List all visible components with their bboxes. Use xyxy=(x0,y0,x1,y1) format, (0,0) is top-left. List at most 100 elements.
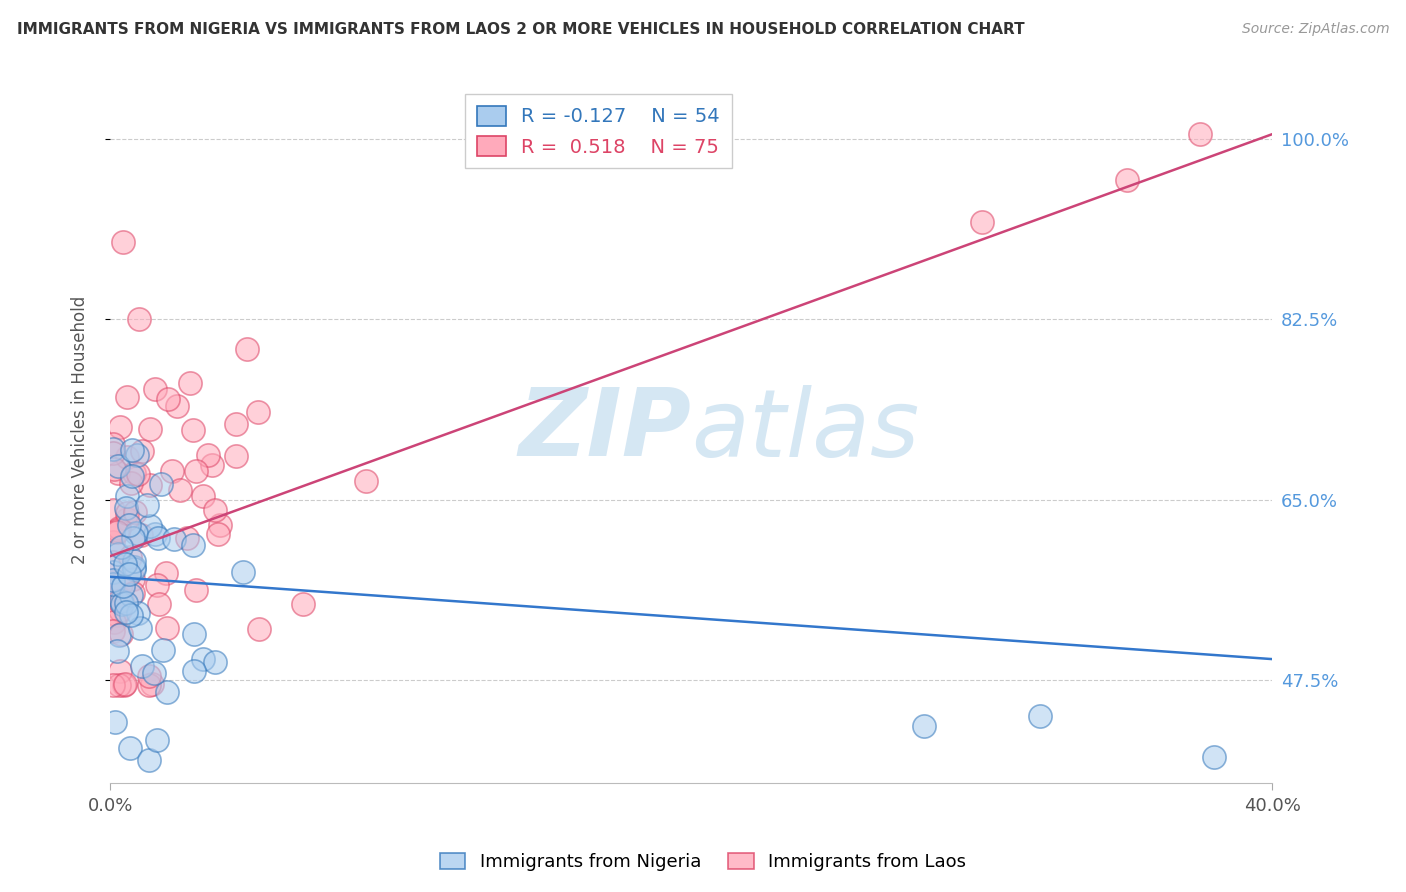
Point xyxy=(101,576,124,591)
Point xyxy=(101,575,124,590)
Point xyxy=(112,578,135,592)
Point xyxy=(292,597,315,611)
Point xyxy=(105,608,128,623)
Point xyxy=(1116,173,1139,187)
Point xyxy=(117,512,139,526)
Point xyxy=(225,417,247,431)
Text: atlas: atlas xyxy=(692,384,920,475)
Point xyxy=(1029,708,1052,723)
Point xyxy=(128,312,150,326)
Point xyxy=(118,550,141,565)
Point xyxy=(146,733,169,747)
Point xyxy=(122,586,145,600)
Point xyxy=(191,489,214,503)
Point xyxy=(110,577,132,591)
Point xyxy=(157,392,180,406)
Point xyxy=(111,597,134,611)
Point xyxy=(156,621,179,635)
Point xyxy=(208,518,231,533)
Point xyxy=(125,448,148,462)
Point xyxy=(162,532,184,546)
Point xyxy=(125,526,148,541)
Point xyxy=(108,664,131,678)
Point xyxy=(246,405,269,419)
Point xyxy=(101,555,124,569)
Point xyxy=(204,502,226,516)
Point xyxy=(105,644,128,658)
Point xyxy=(139,421,162,435)
Point xyxy=(115,605,138,619)
Point xyxy=(107,547,129,561)
Point xyxy=(115,506,138,520)
Point xyxy=(101,442,124,457)
Point xyxy=(183,664,205,678)
Legend: Immigrants from Nigeria, Immigrants from Laos: Immigrants from Nigeria, Immigrants from… xyxy=(433,846,973,879)
Point xyxy=(183,627,205,641)
Point xyxy=(152,643,174,657)
Point xyxy=(101,573,124,587)
Point xyxy=(115,390,138,404)
Point xyxy=(138,669,160,683)
Point xyxy=(118,566,141,581)
Point xyxy=(186,464,208,478)
Point xyxy=(143,665,166,680)
Point xyxy=(169,483,191,497)
Point xyxy=(127,606,149,620)
Point xyxy=(103,615,125,629)
Point xyxy=(186,583,208,598)
Point xyxy=(162,464,184,478)
Point xyxy=(138,518,160,533)
Point xyxy=(120,475,142,490)
Point xyxy=(131,658,153,673)
Point xyxy=(232,565,254,579)
Point xyxy=(179,376,201,391)
Text: IMMIGRANTS FROM NIGERIA VS IMMIGRANTS FROM LAOS 2 OR MORE VEHICLES IN HOUSEHOLD : IMMIGRANTS FROM NIGERIA VS IMMIGRANTS FR… xyxy=(17,22,1025,37)
Point xyxy=(107,523,129,537)
Point xyxy=(204,655,226,669)
Point xyxy=(124,560,146,574)
Point xyxy=(128,621,150,635)
Point xyxy=(143,382,166,396)
Point xyxy=(120,741,142,756)
Point xyxy=(108,419,131,434)
Point xyxy=(138,753,160,767)
Point xyxy=(101,502,124,516)
Point xyxy=(101,624,124,638)
Point xyxy=(912,719,935,733)
Point xyxy=(101,535,124,549)
Point xyxy=(155,566,177,580)
Point xyxy=(131,444,153,458)
Point xyxy=(114,677,136,691)
Point xyxy=(112,678,135,692)
Point xyxy=(115,596,138,610)
Point xyxy=(145,578,167,592)
Point xyxy=(118,517,141,532)
Point xyxy=(108,603,131,617)
Point xyxy=(101,678,124,692)
Point xyxy=(110,593,132,607)
Legend: R = -0.127    N = 54, R =  0.518    N = 75: R = -0.127 N = 54, R = 0.518 N = 75 xyxy=(465,95,731,169)
Point xyxy=(193,652,215,666)
Point xyxy=(114,558,136,572)
Point xyxy=(107,521,129,535)
Point xyxy=(121,442,143,457)
Point xyxy=(129,528,152,542)
Point xyxy=(101,436,124,450)
Point xyxy=(136,498,159,512)
Point xyxy=(127,467,149,482)
Y-axis label: 2 or more Vehicles in Household: 2 or more Vehicles in Household xyxy=(72,296,89,564)
Point xyxy=(148,597,170,611)
Point xyxy=(122,573,145,587)
Point xyxy=(108,628,131,642)
Point xyxy=(970,214,993,228)
Point xyxy=(107,458,129,473)
Point xyxy=(115,489,138,503)
Point xyxy=(122,467,145,481)
Point xyxy=(197,448,219,462)
Point xyxy=(1204,750,1226,764)
Point xyxy=(124,505,146,519)
Point xyxy=(122,562,145,576)
Point xyxy=(105,525,128,540)
Point xyxy=(107,467,129,481)
Point xyxy=(225,449,247,463)
